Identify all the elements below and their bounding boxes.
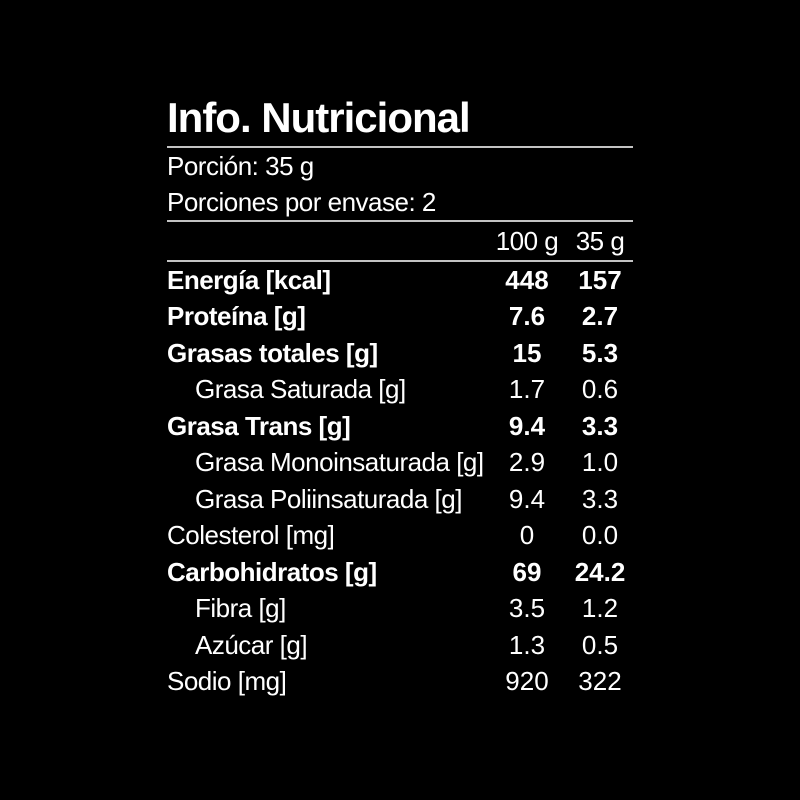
serving-portion: Porción: 35 g bbox=[167, 151, 314, 181]
row-label: Grasa Monoinsaturada [g] bbox=[195, 447, 484, 478]
divider-top bbox=[167, 146, 633, 148]
row-value-35g: 322 bbox=[578, 666, 622, 697]
row-value-100g: 2.9 bbox=[508, 447, 546, 478]
row-value-100g: 69 bbox=[512, 556, 542, 587]
row-value-35g: 1.0 bbox=[581, 447, 619, 478]
table-row: Grasa Trans [g] 9.4 3.3 bbox=[167, 408, 633, 445]
row-label: Proteína [g] bbox=[167, 301, 306, 332]
row-label: Carbohidratos [g] bbox=[167, 556, 377, 587]
table-row: Grasa Monoinsaturada [g] 2.9 1.0 bbox=[167, 445, 633, 482]
row-value-35g: 2.7 bbox=[581, 301, 619, 332]
row-value-35g: 1.2 bbox=[581, 593, 619, 624]
table-row: Grasas totales [g] 15 5.3 bbox=[167, 335, 633, 372]
nutrition-label: Info. Nutricional Porción: 35 g Porcione… bbox=[167, 96, 633, 700]
table-row: Fibra [g] 3.5 1.2 bbox=[167, 591, 633, 628]
label-title: Info. Nutricional bbox=[167, 94, 471, 141]
table-row: Azúcar [g] 1.3 0.5 bbox=[167, 627, 633, 664]
divider-header bbox=[167, 260, 633, 262]
table-row: Sodio [mg] 920 322 bbox=[167, 664, 633, 701]
row-value-100g: 3.5 bbox=[508, 593, 546, 624]
table-row: Grasa Poliinsaturada [g] 9.4 3.3 bbox=[167, 481, 633, 518]
row-value-35g: 5.3 bbox=[581, 337, 619, 368]
table-header-row: 100 g 35 g bbox=[167, 222, 633, 260]
column-header-100g: 100 g bbox=[495, 225, 559, 256]
row-label: Azúcar [g] bbox=[195, 629, 308, 660]
column-header-35g: 35 g bbox=[575, 225, 625, 256]
divider-serving bbox=[167, 220, 633, 222]
table-body: Energía [kcal] 448 157 Proteína [g] 7.6 … bbox=[167, 262, 633, 700]
row-value-35g: 0.6 bbox=[581, 374, 619, 405]
row-value-100g: 448 bbox=[505, 264, 549, 295]
row-label: Sodio [mg] bbox=[167, 666, 287, 697]
table-row: Proteína [g] 7.6 2.7 bbox=[167, 299, 633, 336]
row-label: Colesterol [mg] bbox=[167, 520, 335, 551]
row-label: Grasas totales [g] bbox=[167, 337, 378, 368]
row-value-100g: 920 bbox=[505, 666, 549, 697]
row-value-100g: 9.4 bbox=[508, 410, 546, 441]
row-value-100g: 7.6 bbox=[508, 301, 546, 332]
table-row: Grasa Saturada [g] 1.7 0.6 bbox=[167, 372, 633, 409]
servings-per-container: Porciones por envase: 2 bbox=[167, 187, 436, 217]
row-value-35g: 0.5 bbox=[581, 629, 619, 660]
row-value-35g: 24.2 bbox=[574, 556, 626, 587]
row-label: Energía [kcal] bbox=[167, 264, 331, 295]
row-label: Grasa Poliinsaturada [g] bbox=[195, 483, 462, 514]
row-value-100g: 15 bbox=[512, 337, 542, 368]
row-value-100g: 1.7 bbox=[508, 374, 546, 405]
table-row: Colesterol [mg] 0 0.0 bbox=[167, 518, 633, 555]
row-value-35g: 157 bbox=[578, 264, 622, 295]
row-label: Grasa Saturada [g] bbox=[195, 374, 406, 405]
row-label: Fibra [g] bbox=[195, 593, 286, 624]
table-row: Carbohidratos [g] 69 24.2 bbox=[167, 554, 633, 591]
row-label: Grasa Trans [g] bbox=[167, 410, 351, 441]
row-value-100g: 1.3 bbox=[508, 629, 546, 660]
row-value-100g: 9.4 bbox=[508, 483, 546, 514]
row-value-35g: 0.0 bbox=[581, 520, 619, 551]
table-row: Energía [kcal] 448 157 bbox=[167, 262, 633, 299]
row-value-100g: 0 bbox=[519, 520, 535, 551]
row-value-35g: 3.3 bbox=[581, 410, 619, 441]
row-value-35g: 3.3 bbox=[581, 483, 619, 514]
